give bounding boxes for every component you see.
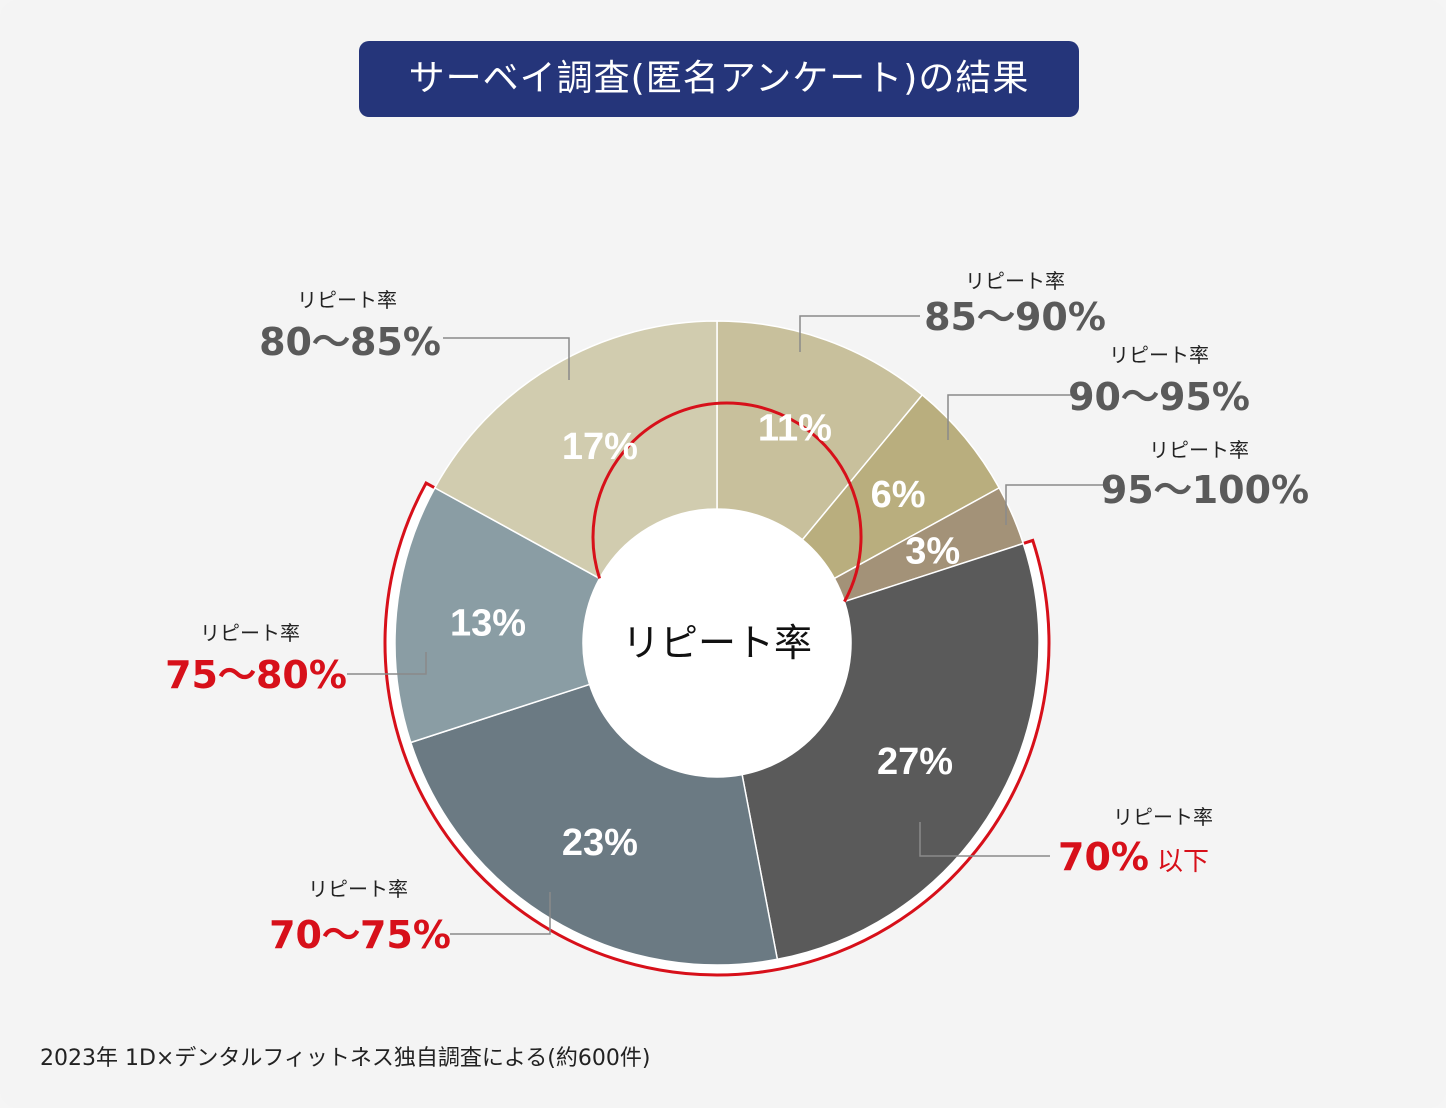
callout-caption: リピート率 [200,621,300,645]
callout-value: 85〜90% [924,295,1106,339]
callout-line [919,822,1050,857]
callout-line [443,337,570,380]
highlight-inner-arc [591,401,863,603]
source-note: 2023年 1D×デンタルフィットネス独自調査による(約600件) [40,1046,651,1071]
chart-title: サーベイ調査(匿名アンケート)の結果 [359,41,1079,117]
slice-percent-label: 3% [905,531,960,573]
callout-caption: リピート率 [297,288,397,312]
callout-value: 95〜100% [1101,468,1309,512]
slice-percent-label: 13% [450,602,526,644]
callout-caption: リピート率 [1149,438,1249,462]
callout-line [947,394,1072,440]
callout-line [347,652,427,675]
center-label: リピート率 [622,621,812,665]
callout-caption: リピート率 [965,269,1065,293]
slice-percent-label: 6% [871,474,926,516]
center-circle [583,509,851,777]
callout-value: 75〜80% [165,653,347,697]
callout-value: 70〜75% [269,913,451,957]
pie-slice [394,486,601,744]
callout-suffix: 以下 [1157,847,1209,877]
callout-line [1005,484,1110,525]
callout-caption: リピート率 [308,877,408,901]
callout-line [799,315,920,352]
slice-percent-label: 11% [758,408,832,450]
callout-caption: リピート率 [1109,343,1209,367]
callout-line [450,892,551,935]
slice-percent-label: 17% [562,426,638,468]
callout-value: 70% 以下 [1058,835,1209,879]
callout-value: 90〜95% [1068,375,1250,419]
slice-percent-label: 27% [877,741,953,783]
callout-value: 80〜85% [259,320,441,364]
callout-caption: リピート率 [1113,805,1213,829]
slice-percent-label: 23% [562,822,638,864]
